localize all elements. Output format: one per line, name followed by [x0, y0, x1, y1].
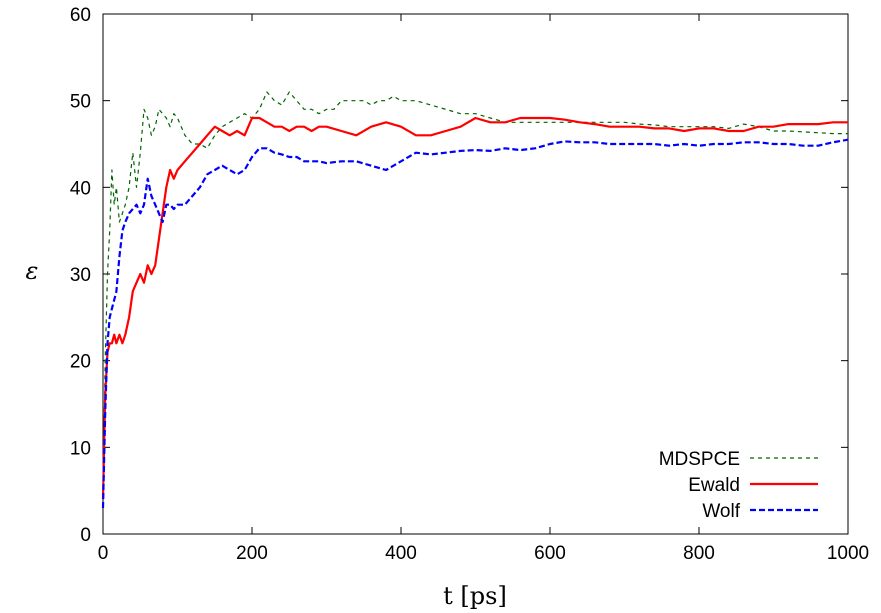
y-tick-label: 50: [70, 92, 91, 113]
x-tick-label: 400: [385, 543, 417, 564]
axis-ticks: 0 200 400 600 800 1000 0 10 20 30 40 50 60: [70, 5, 869, 564]
series-line-wolf: [101, 138, 849, 509]
y-axis-title: ε: [26, 257, 39, 285]
series-layer: [101, 91, 849, 509]
y-tick-label: 30: [70, 265, 91, 286]
y-tick-label: 10: [70, 438, 91, 459]
y-tick-label: 20: [70, 352, 91, 373]
x-tick-label: 200: [236, 543, 268, 564]
y-tick-label: 40: [70, 178, 91, 199]
y-tick-label: 0: [80, 525, 91, 546]
legend-label-mdspce: MDSPCE: [659, 449, 740, 470]
x-tick-label: 800: [683, 543, 715, 564]
x-tick-label: 600: [534, 543, 566, 564]
x-axis-title: t [ps]: [443, 582, 507, 610]
y-tick-label: 60: [70, 5, 91, 26]
x-tick-label: 1000: [827, 543, 869, 564]
legend-label-ewald: Ewald: [688, 475, 740, 496]
legend: MDSPCE Ewald Wolf: [659, 449, 818, 522]
series-line-mdspce: [102, 91, 848, 500]
series-line-ewald: [101, 116, 848, 500]
x-tick-label: 0: [98, 543, 109, 564]
legend-label-wolf: Wolf: [702, 501, 740, 522]
